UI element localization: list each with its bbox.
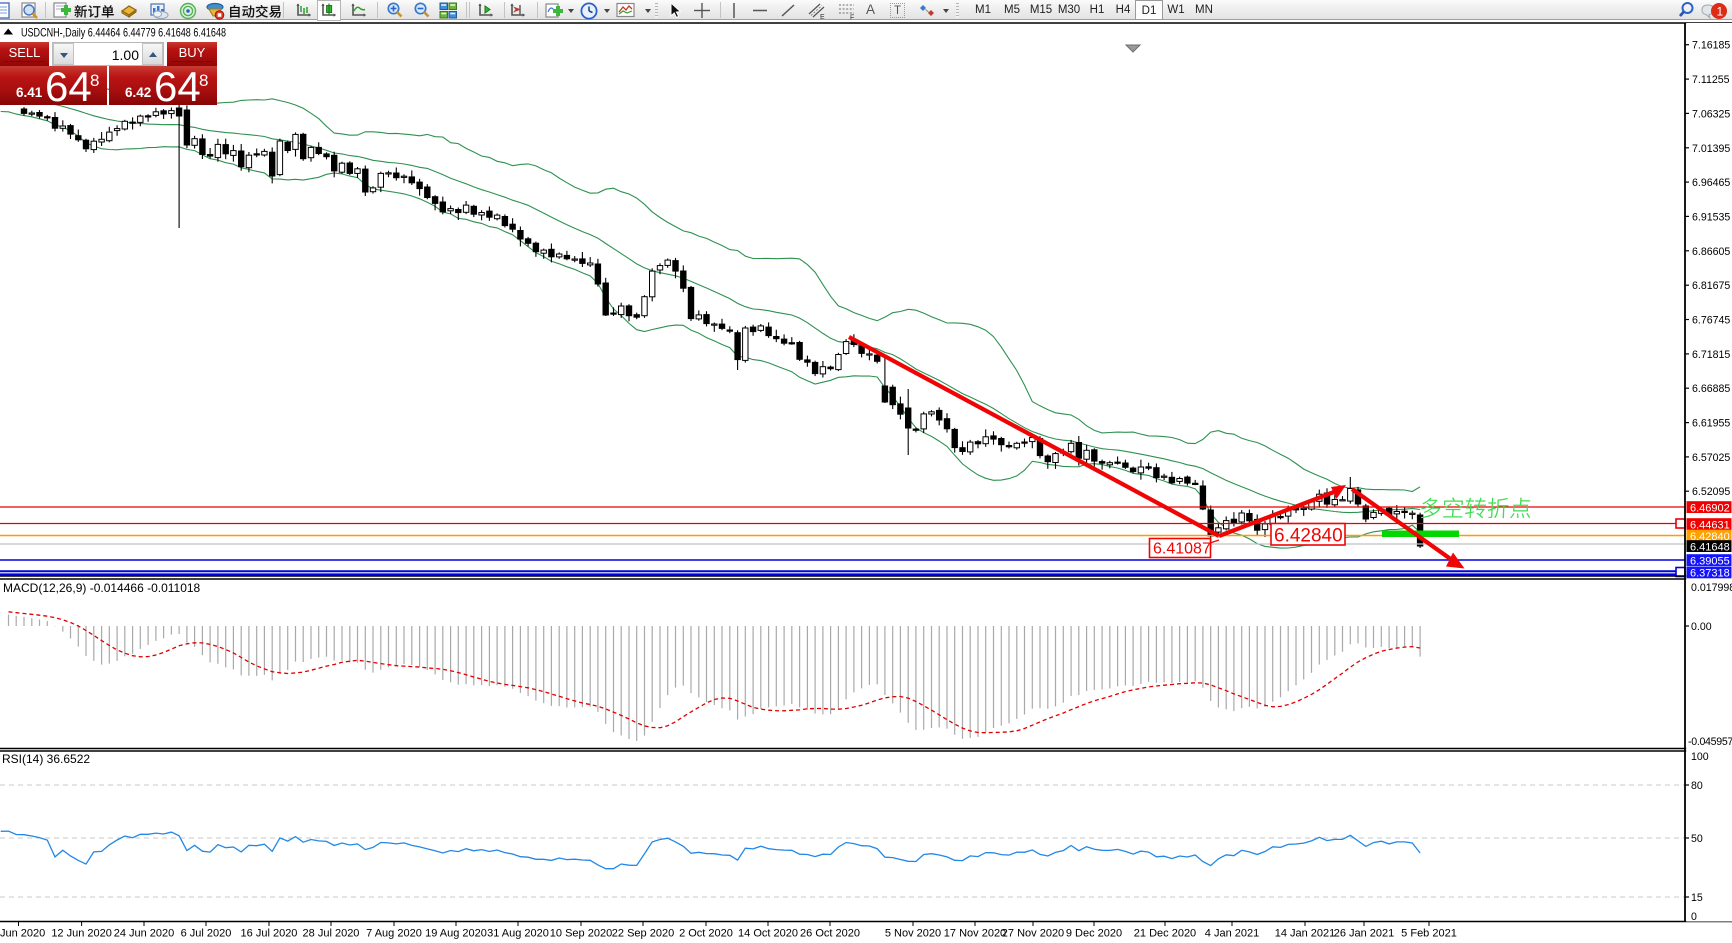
svg-text:F: F	[850, 15, 854, 21]
svg-text:6.46902: 6.46902	[1690, 502, 1730, 514]
svg-text:6 Jul 2020: 6 Jul 2020	[181, 928, 232, 940]
svg-text:4 Jan 2021: 4 Jan 2021	[1205, 928, 1259, 940]
svg-text:7 Aug 2020: 7 Aug 2020	[366, 928, 422, 940]
svg-text:6.52095: 6.52095	[1692, 486, 1730, 498]
svg-text:6.37318: 6.37318	[1690, 568, 1730, 580]
svg-text:14 Oct 2020: 14 Oct 2020	[738, 928, 798, 940]
svg-text:USDCNH-,Daily 6.44464 6.44779: USDCNH-,Daily 6.44464 6.44779 6.41648 6.…	[21, 26, 226, 40]
svg-text:27 Nov 2020: 27 Nov 2020	[1002, 928, 1064, 940]
svg-text:6.71815: 6.71815	[1692, 349, 1730, 361]
svg-text:0.017998: 0.017998	[1691, 582, 1732, 594]
svg-text:17 Nov 2020: 17 Nov 2020	[944, 928, 1006, 940]
svg-text:12 Jun 2020: 12 Jun 2020	[51, 928, 112, 940]
svg-text:6.41648: 6.41648	[1690, 541, 1730, 553]
svg-text:6.76745: 6.76745	[1692, 315, 1730, 327]
svg-text:80: 80	[1691, 780, 1703, 792]
svg-text:6.42840: 6.42840	[1274, 526, 1343, 547]
svg-text:5 Nov 2020: 5 Nov 2020	[885, 928, 941, 940]
svg-text:5 Feb 2021: 5 Feb 2021	[1401, 928, 1457, 940]
svg-text:50: 50	[1691, 833, 1703, 845]
svg-text:24 Jun 2020: 24 Jun 2020	[114, 928, 175, 940]
svg-text:9 Dec 2020: 9 Dec 2020	[1066, 928, 1122, 940]
svg-text:6.96465: 6.96465	[1692, 177, 1730, 189]
svg-text:6.41087: 6.41087	[1153, 541, 1211, 558]
svg-text:-0.045957: -0.045957	[1688, 736, 1732, 748]
svg-text:0.00: 0.00	[1691, 621, 1712, 633]
svg-text:10 Sep 2020: 10 Sep 2020	[550, 928, 612, 940]
svg-text:26 Jan 2021: 26 Jan 2021	[1334, 928, 1395, 940]
svg-text:6.81675: 6.81675	[1692, 280, 1730, 292]
svg-text:21 Dec 2020: 21 Dec 2020	[1134, 928, 1196, 940]
svg-text:RSI(14) 36.6522: RSI(14) 36.6522	[2, 752, 90, 766]
svg-text:1: 1	[1717, 5, 1724, 19]
svg-text:22 Sep 2020: 22 Sep 2020	[612, 928, 674, 940]
svg-text:6.39055: 6.39055	[1690, 555, 1730, 567]
svg-text:6.61955: 6.61955	[1692, 418, 1730, 430]
svg-text:26 Oct 2020: 26 Oct 2020	[800, 928, 860, 940]
svg-text:6.42840: 6.42840	[1690, 531, 1730, 543]
svg-text:14 Jan 2021: 14 Jan 2021	[1275, 928, 1336, 940]
svg-text:16 Jul 2020: 16 Jul 2020	[241, 928, 298, 940]
svg-text:7.11255: 7.11255	[1692, 74, 1730, 86]
svg-text:6.66885: 6.66885	[1692, 383, 1730, 395]
svg-text:MACD(12,26,9) -0.014466 -0.011: MACD(12,26,9) -0.014466 -0.011018	[3, 581, 201, 595]
svg-text:100: 100	[1691, 751, 1709, 763]
svg-text:19 Aug 2020: 19 Aug 2020	[425, 928, 487, 940]
svg-text:31 Aug 2020: 31 Aug 2020	[487, 928, 549, 940]
svg-text:7.16185: 7.16185	[1692, 40, 1730, 52]
svg-text:6.86605: 6.86605	[1692, 246, 1730, 258]
svg-text:28 Jul 2020: 28 Jul 2020	[303, 928, 360, 940]
svg-text:7.01395: 7.01395	[1692, 143, 1730, 155]
svg-text:Jun 2020: Jun 2020	[0, 928, 45, 940]
svg-text:6.44631: 6.44631	[1690, 519, 1730, 531]
svg-text:7.06325: 7.06325	[1692, 108, 1730, 120]
svg-text:E: E	[820, 14, 825, 20]
svg-text:0: 0	[1691, 911, 1697, 923]
svg-text:6.91535: 6.91535	[1692, 211, 1730, 223]
svg-text:6.57025: 6.57025	[1692, 452, 1730, 464]
svg-text:2 Oct 2020: 2 Oct 2020	[679, 928, 733, 940]
svg-text:15: 15	[1691, 892, 1703, 904]
